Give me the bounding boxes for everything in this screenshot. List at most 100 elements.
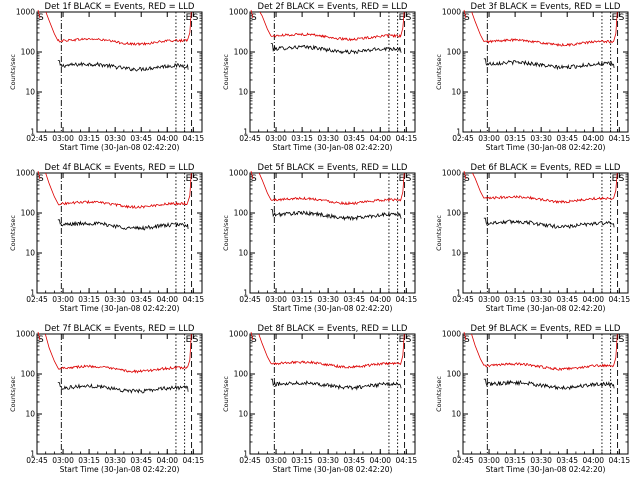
series-line-lld: [471, 12, 618, 47]
series-line-events: [57, 382, 189, 394]
marker-label: S: [38, 174, 44, 184]
y-axis-label: Counts/sec: [435, 376, 443, 412]
y-tick-label: 10: [25, 249, 35, 258]
marker-label: S: [251, 335, 257, 345]
x-tick-label: 03:30: [530, 456, 552, 465]
y-axis-label: Counts/sec: [222, 376, 230, 412]
series-line-lld: [45, 12, 192, 47]
x-tick-label: 03:00: [52, 456, 74, 465]
x-tick-label: 04:00: [156, 295, 178, 304]
x-tick-label: 03:45: [343, 456, 365, 465]
x-axis-label: Start Time (30-Jan-08 02:42:20): [273, 304, 393, 313]
panel-det-1: Det 1f BLACK = Events, RED = LLD 1 10 100 10…: [9, 2, 204, 152]
x-tick-label: 03:15: [78, 134, 100, 143]
lld-edge-spike: [463, 170, 467, 180]
x-tick-label: 02:45: [452, 456, 474, 465]
marker-label: E: [186, 335, 192, 345]
x-tick-label: 04:15: [396, 295, 418, 304]
panel-det-9: Det 9f BLACK = Events, RED = LLD 1 10 100 10…: [435, 324, 630, 474]
y-axis-label: Counts/sec: [435, 54, 443, 90]
y-tick-label: 100: [447, 209, 462, 218]
series-line-lld: [45, 173, 192, 209]
x-tick-label: 04:00: [582, 456, 604, 465]
series-line-lld: [259, 12, 405, 42]
y-tick-label: 10: [238, 249, 248, 258]
y-tick-label: 10: [451, 410, 461, 419]
y-axis-label: Counts/sec: [222, 54, 230, 90]
panel-title: Det 9f BLACK = Events, RED = LLD: [471, 324, 621, 334]
x-tick-label: 03:00: [478, 134, 500, 143]
marker-label: S: [38, 335, 44, 345]
x-tick-label: 03:45: [556, 295, 578, 304]
x-tick-label: 04:15: [396, 134, 418, 143]
marker-label: E: [186, 13, 192, 23]
y-tick-label: 1: [456, 450, 461, 459]
series-line-events: [270, 378, 402, 391]
x-tick-label: 02:45: [239, 295, 261, 304]
x-tick-label: 03:30: [104, 134, 126, 143]
marker-label: S: [193, 335, 199, 345]
x-tick-label: 03:15: [504, 295, 526, 304]
marker-label: S: [193, 174, 199, 184]
x-tick-label: 04:15: [609, 456, 631, 465]
marker-label: S: [619, 174, 625, 184]
y-tick-label: 100: [234, 209, 249, 218]
lld-edge-spike: [37, 9, 41, 19]
lld-edge-spike: [37, 331, 41, 341]
y-tick-label: 10: [451, 249, 461, 258]
x-tick-label: 03:00: [478, 456, 500, 465]
series-line-events: [483, 58, 615, 71]
panel-title: Det 6f BLACK = Events, RED = LLD: [471, 163, 621, 173]
y-tick-label: 100: [234, 370, 249, 379]
x-tick-label: 02:45: [452, 134, 474, 143]
y-tick-label: 10: [238, 88, 248, 97]
y-tick-label: 100: [21, 209, 36, 218]
x-tick-label: 03:00: [265, 456, 287, 465]
lld-edge-spike: [250, 331, 254, 341]
y-tick-label: 1000: [229, 169, 248, 178]
marker-label: S: [619, 335, 625, 345]
x-axis-label: Start Time (30-Jan-08 02:42:20): [486, 143, 606, 152]
y-tick-label: 1000: [16, 169, 35, 178]
x-tick-label: 03:30: [530, 134, 552, 143]
x-tick-label: 03:15: [291, 295, 313, 304]
x-tick-label: 04:00: [582, 295, 604, 304]
series-line-lld: [471, 334, 618, 372]
x-tick-label: 02:45: [26, 295, 48, 304]
x-tick-label: 02:45: [239, 134, 261, 143]
x-axis-label: Start Time (30-Jan-08 02:42:20): [486, 465, 606, 474]
x-tick-label: 03:30: [317, 295, 339, 304]
series-line-events: [270, 43, 402, 55]
series-line-events: [57, 60, 189, 72]
y-tick-label: 1000: [442, 8, 461, 17]
x-tick-label: 03:45: [130, 295, 152, 304]
x-tick-label: 03:45: [343, 134, 365, 143]
marker-label: E: [186, 174, 192, 184]
marker-label: S: [619, 13, 625, 23]
marker-label: E: [399, 13, 405, 23]
x-tick-label: 04:00: [369, 295, 391, 304]
y-tick-label: 100: [21, 370, 36, 379]
y-axis-label: Counts/sec: [9, 54, 17, 90]
y-tick-label: 1: [243, 289, 248, 298]
y-tick-label: 1: [456, 128, 461, 137]
x-tick-label: 04:00: [156, 456, 178, 465]
x-tick-label: 03:45: [130, 134, 152, 143]
y-axis-label: Counts/sec: [435, 215, 443, 251]
x-tick-label: 04:15: [183, 456, 205, 465]
marker-label: S: [406, 335, 412, 345]
marker-label: S: [193, 13, 199, 23]
x-tick-label: 03:30: [104, 456, 126, 465]
y-tick-label: 1: [456, 289, 461, 298]
x-tick-label: 03:30: [317, 134, 339, 143]
x-tick-label: 03:30: [104, 295, 126, 304]
x-tick-label: 02:45: [239, 456, 261, 465]
x-tick-label: 04:15: [183, 134, 205, 143]
y-axis-label: Counts/sec: [222, 215, 230, 251]
panel-det-8: Det 8f BLACK = Events, RED = LLD 1 10 100 10…: [222, 324, 417, 474]
marker-label: S: [406, 174, 412, 184]
series-line-lld: [44, 334, 192, 374]
y-tick-label: 100: [21, 48, 36, 57]
marker-label: S: [464, 13, 470, 23]
